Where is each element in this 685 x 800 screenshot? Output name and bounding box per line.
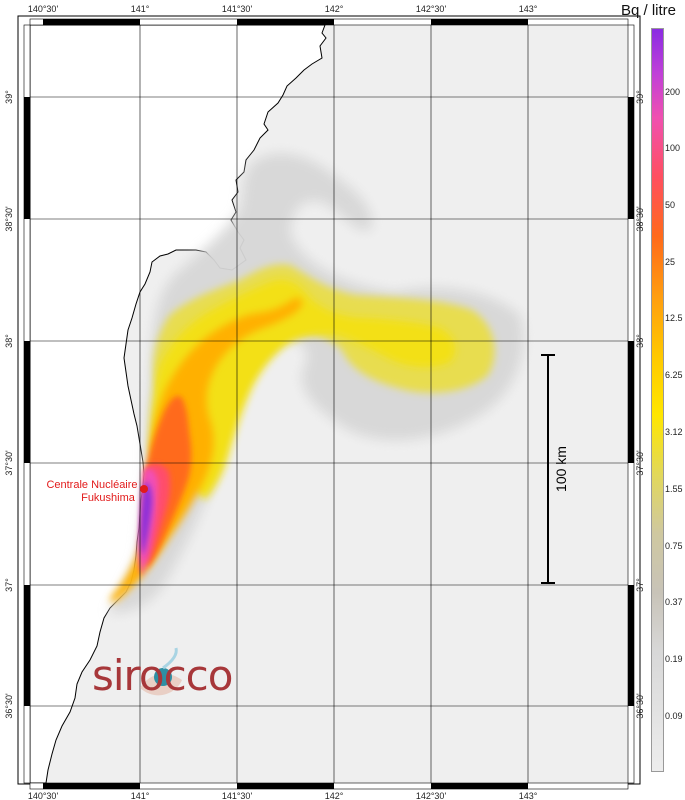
colorbar-tick-label: 0.09 [665, 711, 683, 721]
colorbar-tick-label: 200 [665, 87, 681, 97]
map-border-strips [23, 18, 635, 790]
colorbar-tick-label: 100 [665, 143, 681, 153]
colorbar-tick-label: 0.75 [665, 541, 683, 551]
concentration-plume [108, 153, 524, 613]
fukushima-plant-marker [140, 485, 148, 493]
logo-globe-icon [154, 668, 172, 686]
colorbar-tick-label: 0.19 [665, 654, 683, 664]
logo-text: sirocco [92, 651, 232, 700]
colorbar-tick-label: 0.37 [665, 597, 683, 607]
lon-label: 143° [519, 4, 538, 14]
lon-label: 143° [519, 791, 538, 800]
longitude-labels-top: 140°30' 141° 141°30' 142° 142°30' 143° [28, 4, 538, 14]
colorbar-tick-label: 12.5 [665, 313, 683, 323]
lon-label: 141°30' [222, 791, 253, 800]
colorbar-tick-label: 6.25 [665, 370, 683, 380]
lat-label: 39° [635, 90, 645, 104]
sirocco-logo: sirocco [92, 647, 233, 700]
scale-bar [541, 354, 555, 584]
lon-label: 141° [131, 791, 150, 800]
lon-label: 142° [325, 4, 344, 14]
lat-label: 38° [4, 334, 14, 348]
colorbar-tick-label: 1.55 [665, 484, 683, 494]
colorbar-tick-label: 3.12 [665, 427, 683, 437]
lat-label: 38° [635, 334, 645, 348]
colorbar-tick-label: 50 [665, 200, 676, 210]
legend-title: Bq / litre [621, 2, 677, 19]
lon-label: 142°30' [416, 791, 447, 800]
lat-label: 38°30' [4, 206, 14, 232]
lon-label: 141° [131, 4, 150, 14]
lat-label: 36°30' [4, 693, 14, 719]
lat-label: 37° [4, 578, 14, 592]
lon-label: 142° [325, 791, 344, 800]
lat-label: 38°30' [635, 206, 645, 232]
lat-label: 36°30' [635, 693, 645, 719]
lat-label: 37°30' [635, 450, 645, 476]
lon-label: 140°30' [28, 791, 59, 800]
latitude-labels-left: 39° 38°30' 38° 37°30' 37° 36°30' [4, 90, 14, 719]
plant-label-line2: Fukushima [81, 492, 136, 504]
lat-label: 37° [635, 578, 645, 592]
latitude-labels-right: 39° 38°30' 38° 37°30' 37° 36°30' [635, 90, 645, 719]
plant-label-line1: Centrale Nucléaire [46, 479, 137, 491]
longitude-labels-bottom: 140°30' 141° 141°30' 142° 142°30' 143° [28, 791, 538, 800]
lon-label: 140°30' [28, 4, 59, 14]
colorbar-tick-label: 25 [665, 257, 676, 267]
graticule [30, 25, 628, 783]
scale-bar-label: 100 km [553, 446, 569, 492]
colorbar [651, 28, 664, 772]
lon-label: 142°30' [416, 4, 447, 14]
lon-label: 141°30' [222, 4, 253, 14]
lat-label: 37°30' [4, 450, 14, 476]
lat-label: 39° [4, 90, 14, 104]
